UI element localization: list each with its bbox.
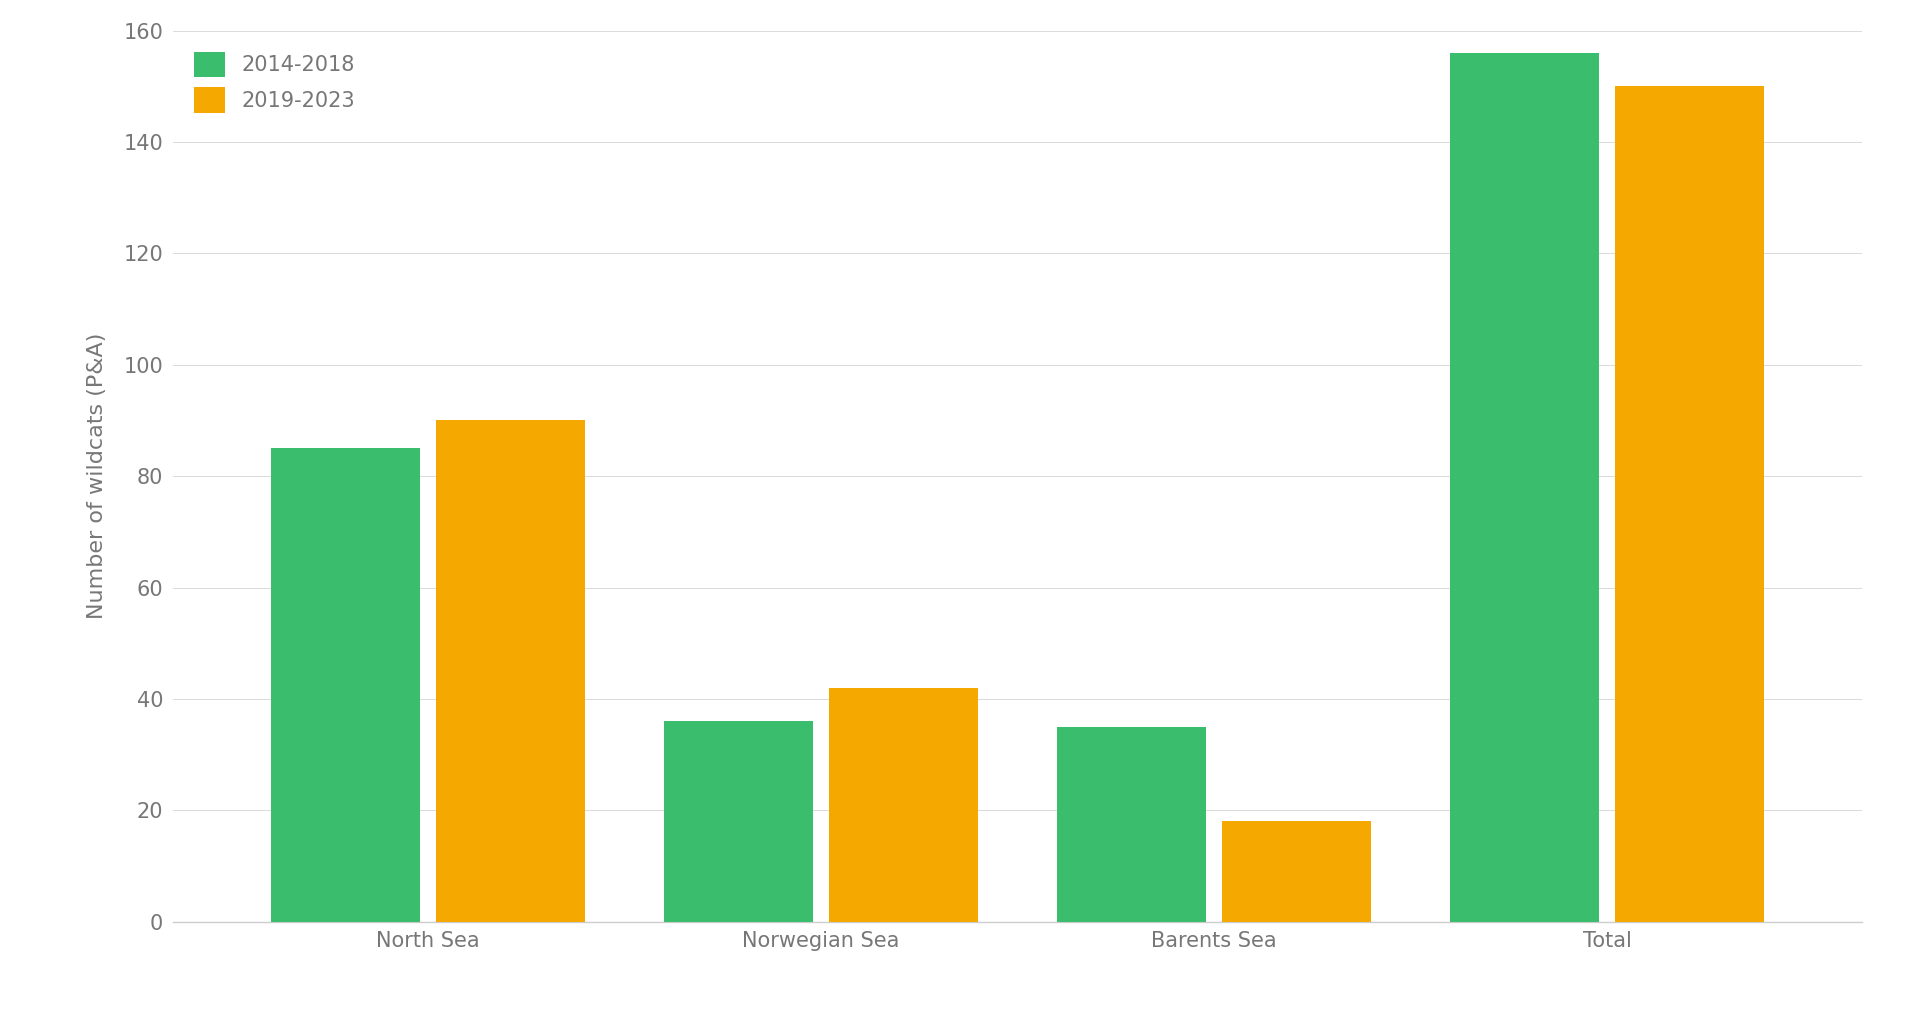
Legend: 2014-2018, 2019-2023: 2014-2018, 2019-2023 bbox=[182, 41, 365, 123]
Bar bbox=[664, 721, 814, 922]
Bar bbox=[1450, 53, 1599, 922]
Bar bbox=[436, 421, 586, 922]
Bar bbox=[1056, 727, 1206, 922]
Bar bbox=[829, 688, 979, 922]
Bar bbox=[1221, 821, 1371, 922]
Y-axis label: Number of wildcats (P&A): Number of wildcats (P&A) bbox=[86, 333, 106, 620]
Bar bbox=[271, 449, 420, 922]
Bar bbox=[1615, 86, 1764, 922]
